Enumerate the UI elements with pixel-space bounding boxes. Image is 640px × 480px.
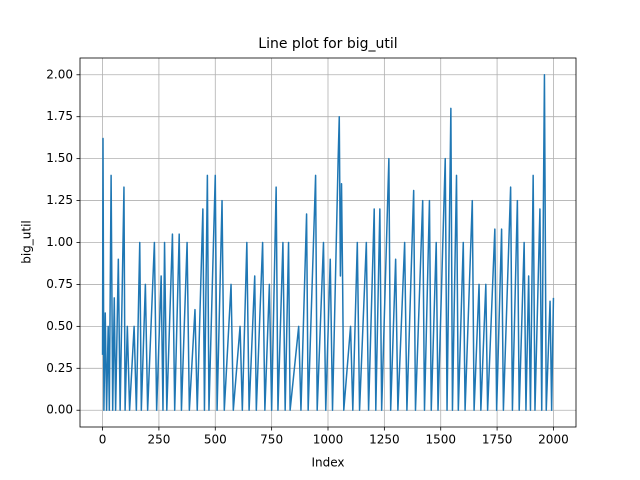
y-tick-label: 0.75 xyxy=(46,277,73,291)
x-tick-label: 500 xyxy=(204,433,227,447)
x-tick-label: 1250 xyxy=(369,433,400,447)
y-tick-label: 1.25 xyxy=(46,193,73,207)
x-tick-label: 250 xyxy=(147,433,170,447)
y-tick-label: 0.00 xyxy=(46,403,73,417)
x-tick-label: 1500 xyxy=(425,433,456,447)
x-tick-label: 2000 xyxy=(538,433,569,447)
y-tick-label: 0.25 xyxy=(46,361,73,375)
y-tick-label: 1.00 xyxy=(46,235,73,249)
y-tick-label: 2.00 xyxy=(46,67,73,81)
data-line xyxy=(101,74,555,411)
x-tick-label: 1750 xyxy=(482,433,513,447)
chart-title: Line plot for big_util xyxy=(258,36,397,52)
y-tick-label: 1.50 xyxy=(46,151,73,165)
plot-frame xyxy=(79,57,577,428)
x-tick-label: 0 xyxy=(99,433,107,447)
y-tick-label: 0.50 xyxy=(46,319,73,333)
x-tick-label: 750 xyxy=(260,433,283,447)
y-tick-label: 1.75 xyxy=(46,109,73,123)
x-tick-label: 1000 xyxy=(313,433,344,447)
x-axis-label: Index xyxy=(311,456,344,470)
y-axis-label: big_util xyxy=(20,220,34,264)
